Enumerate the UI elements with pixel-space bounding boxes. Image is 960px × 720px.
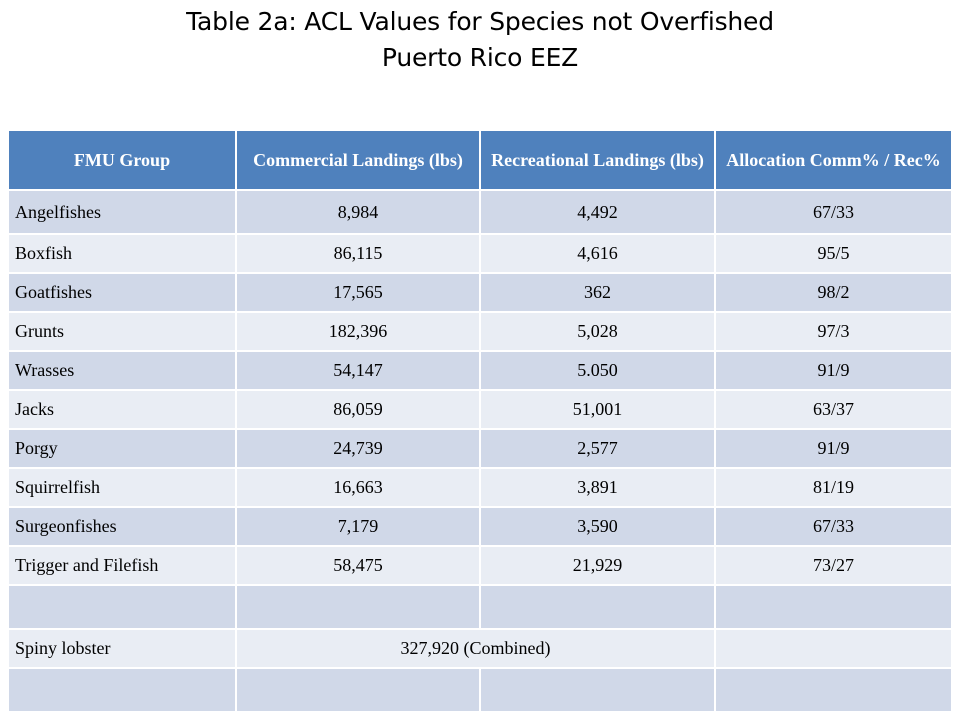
combined-landings-cell: 327,920 (Combined) (236, 628, 716, 668)
table-row: Boxfish 86,115 4,616 95/5 (9, 233, 951, 273)
recreational-cell: 362 (480, 272, 716, 312)
slide-title: Table 2a: ACL Values for Species not Ove… (0, 4, 960, 76)
header-row: FMU Group Commercial Landings (lbs) Recr… (9, 131, 951, 190)
allocation-cell: 91/9 (715, 350, 951, 390)
fmu-group-cell: Goatfishes (9, 272, 237, 312)
empty-cell (236, 667, 481, 711)
allocation-cell: 67/33 (715, 189, 951, 234)
empty-cell (480, 584, 716, 629)
commercial-cell: 24,739 (236, 428, 481, 468)
table-row: Porgy 24,739 2,577 91/9 (9, 428, 951, 468)
empty-cell (715, 628, 951, 668)
empty-row (9, 667, 951, 711)
recreational-cell: 21,929 (480, 545, 716, 585)
header-fmu-group: FMU Group (9, 131, 237, 190)
fmu-group-cell: Boxfish (9, 233, 237, 273)
commercial-cell: 17,565 (236, 272, 481, 312)
commercial-cell: 8,984 (236, 189, 481, 234)
commercial-cell: 54,147 (236, 350, 481, 390)
fmu-group-cell: Surgeonfishes (9, 506, 237, 546)
recreational-cell: 4,492 (480, 189, 716, 234)
header-allocation: Allocation Comm% / Rec% (715, 131, 951, 190)
commercial-cell: 182,396 (236, 311, 481, 351)
recreational-cell: 51,001 (480, 389, 716, 429)
header-recreational-landings: Recreational Landings (lbs) (480, 131, 716, 190)
commercial-cell: 16,663 (236, 467, 481, 507)
table-row: Surgeonfishes 7,179 3,590 67/33 (9, 506, 951, 546)
allocation-cell: 73/27 (715, 545, 951, 585)
empty-cell (715, 584, 951, 629)
empty-cell (9, 667, 237, 711)
allocation-cell: 63/37 (715, 389, 951, 429)
fmu-group-cell: Jacks (9, 389, 237, 429)
recreational-cell: 3,590 (480, 506, 716, 546)
table-row: Jacks 86,059 51,001 63/37 (9, 389, 951, 429)
allocation-cell: 97/3 (715, 311, 951, 351)
table-row: Wrasses 54,147 5.050 91/9 (9, 350, 951, 390)
empty-cell (715, 667, 951, 711)
allocation-cell: 98/2 (715, 272, 951, 312)
allocation-cell: 91/9 (715, 428, 951, 468)
fmu-group-cell: Porgy (9, 428, 237, 468)
fmu-group-cell: Trigger and Filefish (9, 545, 237, 585)
empty-cell (480, 667, 716, 711)
table-row: Angelfishes 8,984 4,492 67/33 (9, 189, 951, 234)
title-line-1: Table 2a: ACL Values for Species not Ove… (186, 7, 774, 36)
fmu-group-cell: Angelfishes (9, 189, 237, 234)
recreational-cell: 3,891 (480, 467, 716, 507)
table-row: Trigger and Filefish 58,475 21,929 73/27 (9, 545, 951, 585)
recreational-cell: 5,028 (480, 311, 716, 351)
recreational-cell: 4,616 (480, 233, 716, 273)
allocation-cell: 67/33 (715, 506, 951, 546)
fmu-group-cell: Squirrelfish (9, 467, 237, 507)
header-commercial-landings: Commercial Landings (lbs) (236, 131, 481, 190)
table-row: Squirrelfish 16,663 3,891 81/19 (9, 467, 951, 507)
spiny-lobster-row: Spiny lobster 327,920 (Combined) (9, 628, 951, 668)
table-row: Grunts 182,396 5,028 97/3 (9, 311, 951, 351)
fmu-group-cell: Grunts (9, 311, 237, 351)
recreational-cell: 2,577 (480, 428, 716, 468)
empty-cell (9, 584, 237, 629)
table-row: Goatfishes 17,565 362 98/2 (9, 272, 951, 312)
acl-table: FMU Group Commercial Landings (lbs) Recr… (9, 131, 951, 711)
commercial-cell: 7,179 (236, 506, 481, 546)
recreational-cell: 5.050 (480, 350, 716, 390)
fmu-group-cell: Wrasses (9, 350, 237, 390)
fmu-group-cell: Spiny lobster (9, 628, 237, 668)
empty-cell (236, 584, 481, 629)
title-line-2: Puerto Rico EEZ (381, 43, 579, 72)
commercial-cell: 58,475 (236, 545, 481, 585)
empty-row (9, 584, 951, 629)
allocation-cell: 81/19 (715, 467, 951, 507)
commercial-cell: 86,115 (236, 233, 481, 273)
commercial-cell: 86,059 (236, 389, 481, 429)
allocation-cell: 95/5 (715, 233, 951, 273)
